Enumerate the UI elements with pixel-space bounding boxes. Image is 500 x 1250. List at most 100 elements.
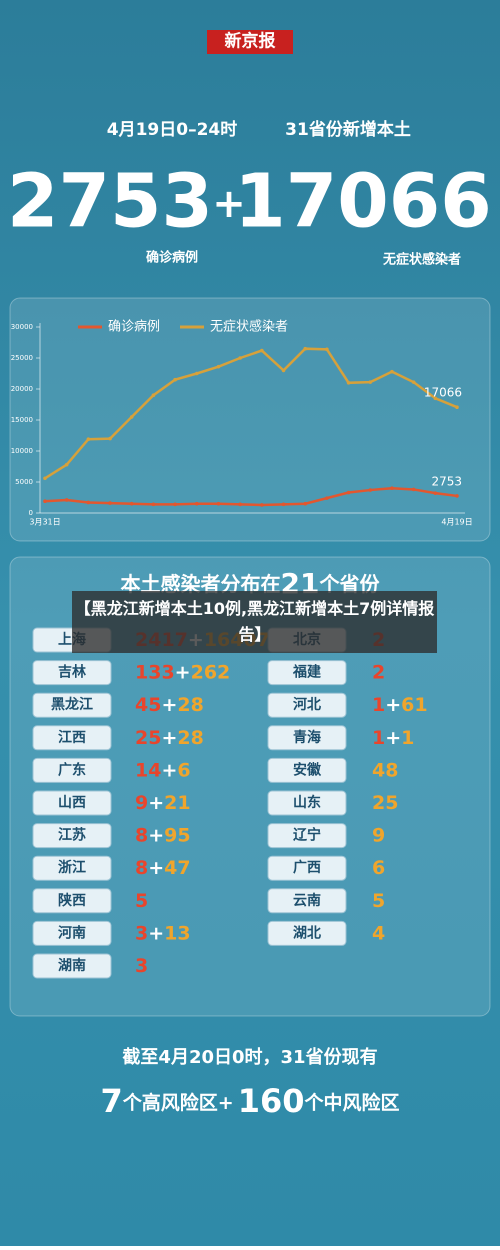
footer-line1: 截至4月20日0时，31省份现有 bbox=[122, 1046, 377, 1068]
chart-panel bbox=[9, 297, 491, 542]
case-count: 14+6 bbox=[135, 759, 191, 781]
asymptomatic-count: 61 bbox=[401, 694, 427, 716]
point bbox=[390, 486, 394, 491]
plus-sign: + bbox=[148, 792, 164, 814]
asymptomatic-count: 5 bbox=[372, 889, 385, 911]
point bbox=[433, 491, 438, 495]
province-name: 云南 bbox=[293, 892, 321, 909]
province-box bbox=[267, 692, 347, 718]
headline-scope: 31省份新增本土 bbox=[285, 119, 411, 140]
logo-box bbox=[207, 30, 293, 54]
footer-line2: 7个高风险区+ 160个中风险区 bbox=[101, 1082, 400, 1120]
province-box bbox=[267, 823, 347, 849]
confirmed-count: 133 bbox=[135, 661, 175, 683]
asymptomatic-count: 21 bbox=[164, 792, 190, 814]
province-box bbox=[267, 660, 347, 686]
point bbox=[325, 496, 329, 500]
legend-label: 无症状感染者 bbox=[210, 319, 288, 335]
series-line bbox=[44, 347, 458, 480]
asymptomatic-caption: 无症状感染者 bbox=[382, 252, 461, 268]
point bbox=[108, 436, 112, 441]
confirmed-count: 25 bbox=[135, 726, 161, 748]
point bbox=[194, 371, 199, 376]
asymptomatic-count: 48 bbox=[372, 759, 398, 781]
y-tick-label: 20000 bbox=[11, 385, 33, 393]
point bbox=[368, 488, 373, 492]
case-count: 6 bbox=[372, 857, 385, 879]
point bbox=[151, 502, 156, 507]
confirmed-caption: 确诊病例 bbox=[146, 250, 198, 266]
point bbox=[368, 380, 373, 384]
point bbox=[64, 498, 69, 502]
point bbox=[173, 377, 177, 382]
confirmed-count: 1 bbox=[372, 726, 385, 748]
province-box bbox=[267, 757, 347, 783]
province-name: 安徽 bbox=[293, 761, 322, 778]
asymptomatic-count: 47 bbox=[164, 857, 190, 879]
confirmed-count: 9 bbox=[135, 792, 148, 814]
mid-count: 160 bbox=[238, 1082, 305, 1120]
asymptomatic-count: 4 bbox=[372, 922, 385, 944]
province-box bbox=[267, 855, 347, 881]
province-box bbox=[32, 660, 112, 686]
confirmed-count: 5 bbox=[135, 889, 148, 911]
point bbox=[411, 487, 416, 492]
province-name: 湖南 bbox=[58, 957, 86, 974]
case-count: 5 bbox=[372, 889, 385, 911]
province-name: 黑龙江 bbox=[51, 696, 93, 713]
plus-sign: + bbox=[385, 726, 401, 748]
confirmed-count: 2 bbox=[372, 661, 385, 683]
case-count: 1+1 bbox=[372, 726, 414, 748]
headline-date: 4月19日0–24时 bbox=[107, 120, 237, 140]
plus-sign: + bbox=[161, 726, 177, 748]
point bbox=[260, 503, 264, 507]
province-box bbox=[32, 855, 112, 881]
point bbox=[64, 462, 69, 467]
province-box bbox=[32, 790, 112, 816]
point bbox=[129, 501, 134, 506]
y-tick-label: 15000 bbox=[11, 416, 33, 424]
province-name: 河南 bbox=[58, 924, 86, 941]
legend-label: 确诊病例 bbox=[108, 320, 160, 335]
y-tick-label: 25000 bbox=[11, 354, 33, 362]
y-tick-label: 10000 bbox=[11, 447, 33, 455]
asymptomatic-count: 28 bbox=[177, 694, 203, 716]
asymptomatic-count: 6 bbox=[372, 857, 385, 879]
province-box bbox=[32, 725, 112, 751]
point bbox=[325, 347, 329, 352]
province-name: 辽宁 bbox=[293, 827, 321, 844]
y-tick-label: 0 bbox=[29, 509, 33, 517]
point bbox=[281, 368, 286, 373]
point bbox=[455, 494, 459, 498]
plus-sign: + bbox=[212, 181, 246, 227]
point bbox=[108, 501, 112, 505]
asymptomatic-count: 95 bbox=[164, 824, 190, 846]
province-box bbox=[267, 725, 347, 751]
point bbox=[86, 437, 91, 442]
point bbox=[238, 356, 242, 360]
news-banner[interactable]: 【黑龙江新增本土10例,黑龙江新增本土7例详情报告】 bbox=[72, 591, 437, 653]
case-count: 25 bbox=[372, 792, 398, 814]
confirmed-count: 45 bbox=[135, 694, 161, 716]
province-name: 广东 bbox=[58, 761, 86, 778]
province-name: 青海 bbox=[293, 729, 321, 746]
point bbox=[238, 502, 242, 507]
asymptomatic-total: 17066 bbox=[234, 159, 491, 245]
point bbox=[346, 490, 351, 495]
asymptomatic-count: 262 bbox=[191, 661, 231, 683]
plus-sign: + bbox=[161, 759, 177, 781]
point bbox=[173, 502, 177, 507]
confirmed-count: 3 bbox=[135, 955, 148, 977]
end-label: 2753 bbox=[431, 474, 462, 488]
province-box bbox=[267, 790, 347, 816]
province-name: 陕西 bbox=[58, 892, 86, 909]
case-count: 133+262 bbox=[135, 661, 230, 683]
province-box bbox=[32, 920, 112, 946]
asymptomatic-count: 6 bbox=[177, 759, 190, 781]
case-count: 9 bbox=[372, 824, 385, 846]
point bbox=[281, 502, 286, 507]
case-count: 4 bbox=[372, 922, 385, 944]
point bbox=[303, 501, 308, 506]
